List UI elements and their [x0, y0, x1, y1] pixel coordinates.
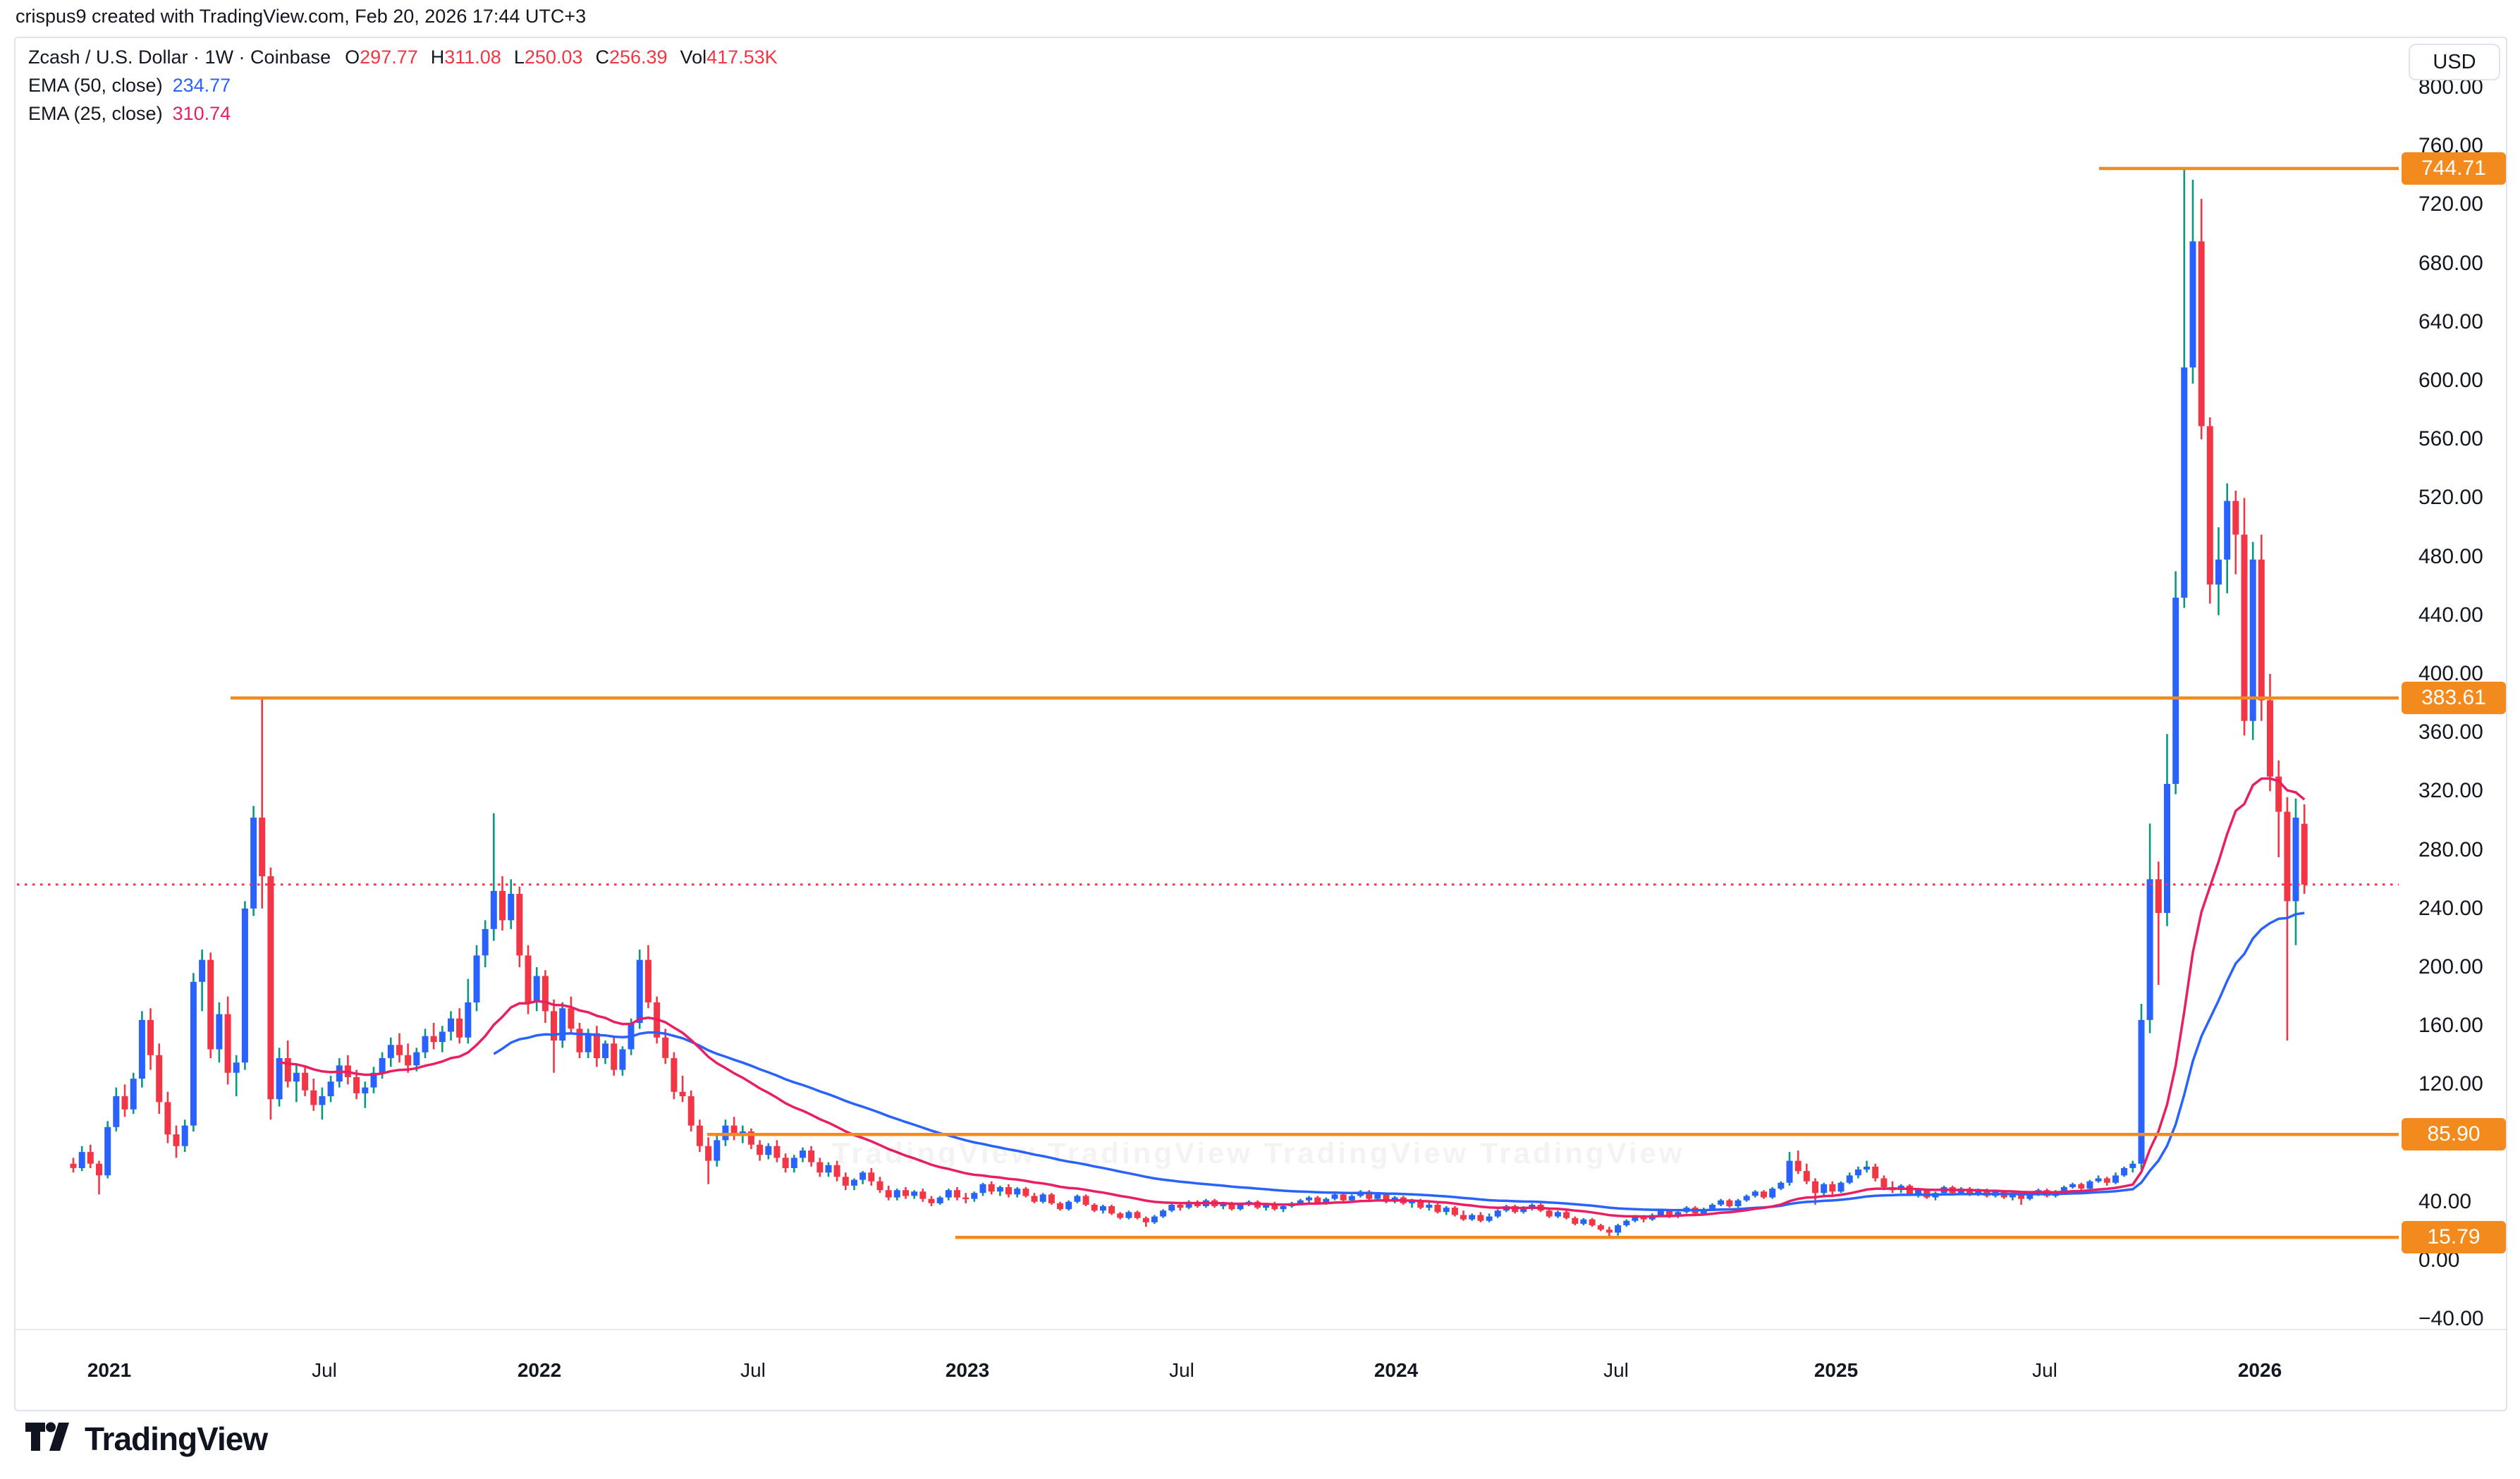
watermark: TradingView TradingView TradingView Trad…	[832, 1136, 1685, 1170]
level-price-label-15.79[interactable]: 15.79	[2402, 1221, 2506, 1254]
level-price-label-744.71[interactable]: 744.71	[2402, 152, 2506, 185]
price-tick-240: 240.00	[2418, 896, 2483, 920]
up-candle-wicks	[80, 168, 2297, 1236]
chart-legend: Zcash / U.S. Dollar · 1W · Coinbase O297…	[28, 47, 790, 131]
tradingview-logo-icon	[25, 1422, 69, 1451]
attribution-text: crispus9 created with TradingView.com, F…	[16, 6, 587, 27]
time-tick-Jul: Jul	[1169, 1358, 1194, 1381]
price-tick-640: 640.00	[2418, 309, 2483, 333]
price-tick-40: 40.00	[2418, 1189, 2472, 1213]
price-tick-720: 720.00	[2418, 192, 2483, 216]
price-tick--40: −40.00	[2418, 1307, 2484, 1331]
ohlc-high: H311.08	[430, 47, 501, 68]
symbol-title[interactable]: Zcash / U.S. Dollar · 1W · Coinbase	[28, 47, 331, 68]
footer-brand[interactable]: TradingView	[25, 1420, 268, 1458]
level-price-label-85.90[interactable]: 85.90	[2402, 1118, 2506, 1151]
ema50-value: 234.77	[172, 75, 231, 96]
price-tick-520: 520.00	[2418, 486, 2483, 510]
legend-ema50-row[interactable]: EMA (50, close) 234.77	[28, 75, 231, 96]
price-tick-400: 400.00	[2418, 662, 2483, 685]
price-tick-160: 160.00	[2418, 1014, 2483, 1038]
price-tick-680: 680.00	[2418, 251, 2483, 275]
ohlc-low: L250.03	[513, 47, 583, 68]
price-tick-440: 440.00	[2418, 603, 2483, 627]
down-candle-bodies	[70, 241, 2308, 1233]
time-tick-Jul: Jul	[740, 1358, 766, 1381]
tradingview-logo-text: TradingView	[85, 1420, 268, 1457]
time-tick-2025: 2025	[1813, 1358, 1859, 1381]
down-candle-wicks	[72, 199, 2306, 1237]
price-tick-600: 600.00	[2418, 369, 2483, 392]
time-tick-Jul: Jul	[312, 1358, 337, 1381]
price-tick-320: 320.00	[2418, 779, 2483, 803]
time-axis-separator	[16, 1329, 2506, 1330]
level-price-label-383.61[interactable]: 383.61	[2402, 682, 2506, 715]
price-tick-120: 120.00	[2418, 1072, 2483, 1096]
time-tick-2026: 2026	[2237, 1358, 2282, 1381]
price-tick-280: 280.00	[2418, 837, 2483, 861]
time-tick-2024: 2024	[1374, 1358, 1419, 1381]
legend-symbol-row: Zcash / U.S. Dollar · 1W · Coinbase O297…	[28, 47, 790, 68]
currency-button[interactable]: USD	[2409, 44, 2500, 80]
ema25-line[interactable]	[279, 777, 2306, 1218]
time-tick-2023: 2023	[945, 1358, 990, 1381]
time-tick-Jul: Jul	[2032, 1358, 2057, 1381]
ema25-value: 310.74	[172, 103, 231, 124]
time-tick-2021: 2021	[87, 1358, 132, 1381]
price-tick-200: 200.00	[2418, 955, 2483, 978]
time-tick-Jul: Jul	[1603, 1358, 1629, 1381]
price-tick-360: 360.00	[2418, 720, 2483, 744]
volume-readout: Vol417.53K	[680, 47, 778, 68]
legend-ema25-row[interactable]: EMA (25, close) 310.74	[28, 103, 231, 124]
ema50-line[interactable]	[493, 912, 2305, 1212]
ohlc-open: O297.77	[345, 47, 418, 68]
up-candle-bodies	[78, 241, 2299, 1233]
price-tick-480: 480.00	[2418, 544, 2483, 568]
time-tick-2022: 2022	[517, 1358, 562, 1381]
price-tick-560: 560.00	[2418, 427, 2483, 451]
chart-card	[14, 37, 2507, 1411]
time-scale[interactable]: 2021 Jul 2022 Jul 2023 Jul 2024 Jul 2025 Jul 2026	[14, 1330, 2399, 1410]
ohlc-close: C256.39	[595, 47, 668, 68]
price-scale[interactable]: 800.00 760.00 720.00 680.00 640.00 600.00 560.…	[2399, 37, 2507, 1331]
